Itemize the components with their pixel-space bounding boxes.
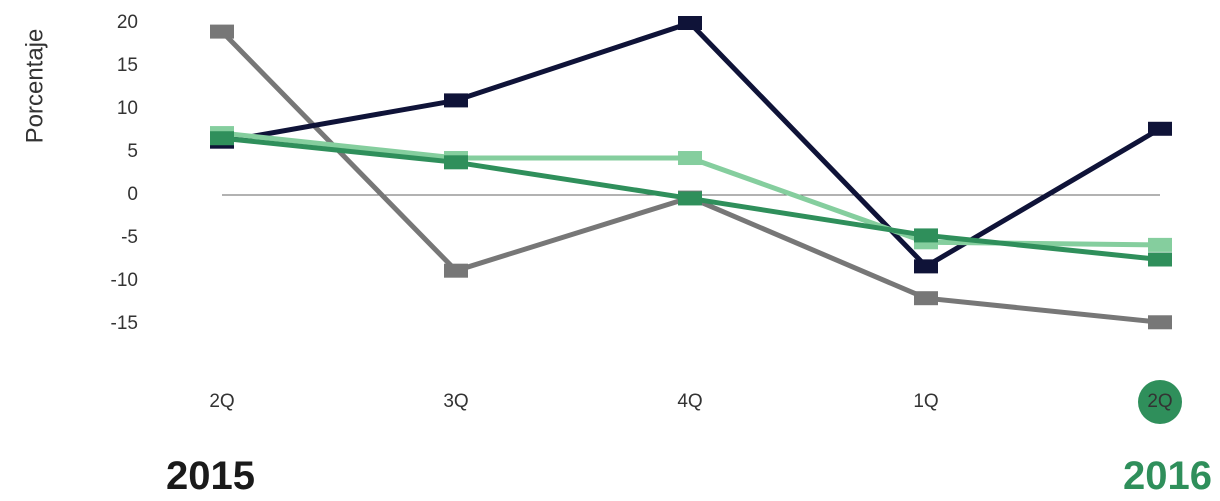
data-point-marker: [914, 228, 938, 243]
x-tick-label: 1Q: [913, 391, 938, 412]
x-tick-label: 4Q: [677, 391, 702, 412]
data-point-marker: [210, 131, 234, 146]
y-tick-labels: 20 15 10 5 0 -5 -10 -15: [111, 12, 138, 334]
series-line: [220, 29, 1161, 325]
data-point-marker: [1148, 237, 1172, 252]
y-tick-label: -5: [121, 227, 138, 248]
y-tick-label: -15: [111, 313, 138, 334]
year-label-left: 2015: [166, 454, 255, 498]
data-point-marker: [914, 259, 938, 274]
y-tick-label: 10: [117, 98, 138, 119]
series-3: [210, 126, 1172, 252]
data-point-marker: [1148, 121, 1172, 136]
x-tick-labels: 2Q 3Q 4Q 1Q 2Q: [209, 380, 1182, 424]
data-point-marker: [210, 24, 234, 39]
data-point-marker: [444, 93, 468, 108]
y-tick-label: 0: [127, 184, 138, 205]
series-line: [221, 130, 1161, 248]
y-tick-label: 5: [127, 141, 138, 162]
series-line: [221, 20, 1162, 269]
data-point-marker: [1148, 252, 1172, 267]
x-tick-label: 2Q: [1147, 391, 1172, 412]
x-tick-label: 2Q: [209, 391, 234, 412]
y-tick-label: 15: [117, 55, 138, 76]
data-point-marker: [444, 263, 468, 278]
data-point-marker: [678, 151, 702, 166]
data-point-marker: [1148, 315, 1172, 330]
series-lines: [210, 16, 1172, 330]
series-4: [210, 131, 1172, 267]
data-point-marker: [678, 191, 702, 206]
year-label-right: 2016: [1123, 454, 1212, 498]
y-tick-label: -10: [111, 270, 138, 291]
highlight-circle: [1138, 380, 1182, 424]
series-1: [210, 24, 1172, 330]
y-tick-label: 20: [117, 12, 138, 33]
data-point-marker: [914, 291, 938, 306]
x-tick-label: 3Q: [443, 391, 468, 412]
data-point-marker: [444, 155, 468, 170]
y-axis-label: Porcentaje: [21, 29, 48, 144]
data-point-marker: [678, 16, 702, 30]
